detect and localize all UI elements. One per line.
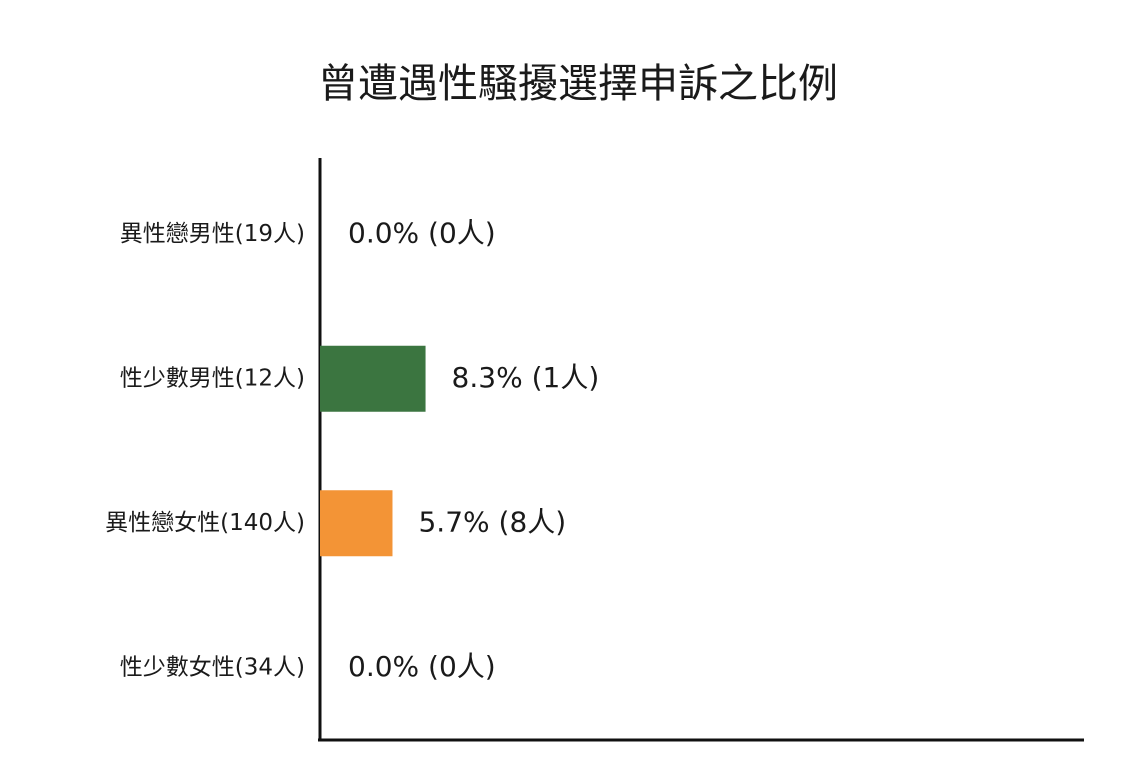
chart-title: 曾遭遇性騷擾選擇申訴之比例	[318, 61, 838, 107]
bar	[320, 490, 393, 557]
value-label: 0.0% (0人)	[348, 650, 496, 683]
value-label: 8.3% (1人)	[452, 361, 600, 394]
y-tick-label: 性少數男性(12人)	[120, 365, 305, 391]
y-tick-label: 性少數女性(34人)	[120, 654, 305, 680]
y-tick-label: 異性戀女性(140人)	[105, 510, 305, 536]
value-label: 5.7% (8人)	[418, 505, 566, 538]
bar	[320, 345, 426, 412]
y-tick-label: 異性戀男性(19人)	[120, 221, 305, 247]
value-label: 0.0% (0人)	[348, 216, 496, 249]
